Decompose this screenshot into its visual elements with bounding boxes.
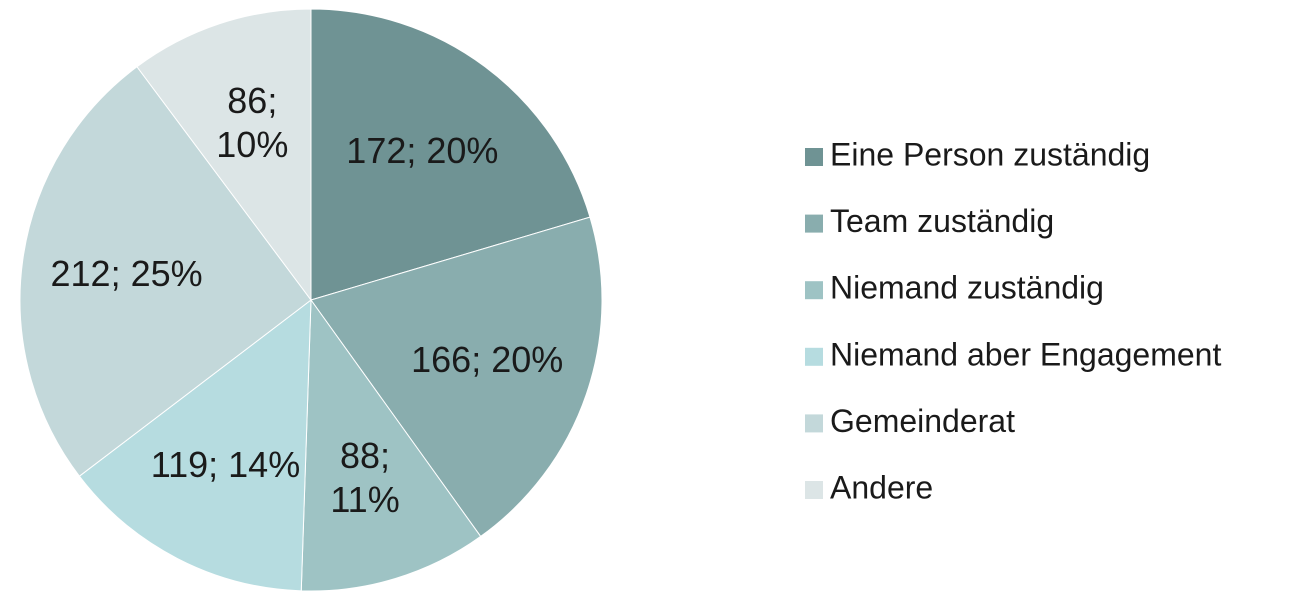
data-label: 212; 25%: [50, 253, 203, 295]
legend-label: Gemeinderat: [830, 403, 1015, 439]
legend-label: Andere: [830, 469, 933, 505]
pie-slice: [310, 8, 591, 301]
legend-swatch: [805, 281, 823, 300]
legend-swatch: [805, 214, 823, 233]
data-label: 166; 20%: [411, 339, 564, 381]
data-label: 88; 11%: [330, 435, 400, 521]
legend-label: Team zuständig: [830, 203, 1054, 239]
pie-slice: [19, 66, 312, 477]
legend-label: Eine Person zuständig: [830, 136, 1150, 172]
legend-swatch: [805, 347, 823, 366]
data-label: 86; 10%: [216, 80, 289, 166]
data-label: 119; 14%: [150, 444, 301, 486]
pie-slice: [78, 298, 312, 591]
legend-label: Niemand aber Engagement: [830, 336, 1221, 372]
pie-slice: [136, 8, 312, 302]
legend-label: Niemand zuständig: [830, 270, 1104, 306]
pie-slice: [310, 216, 603, 538]
legend-swatch: [805, 148, 823, 166]
legend-swatch: [805, 481, 823, 499]
data-label: 172; 20%: [346, 129, 499, 171]
legend-swatch: [805, 414, 823, 433]
